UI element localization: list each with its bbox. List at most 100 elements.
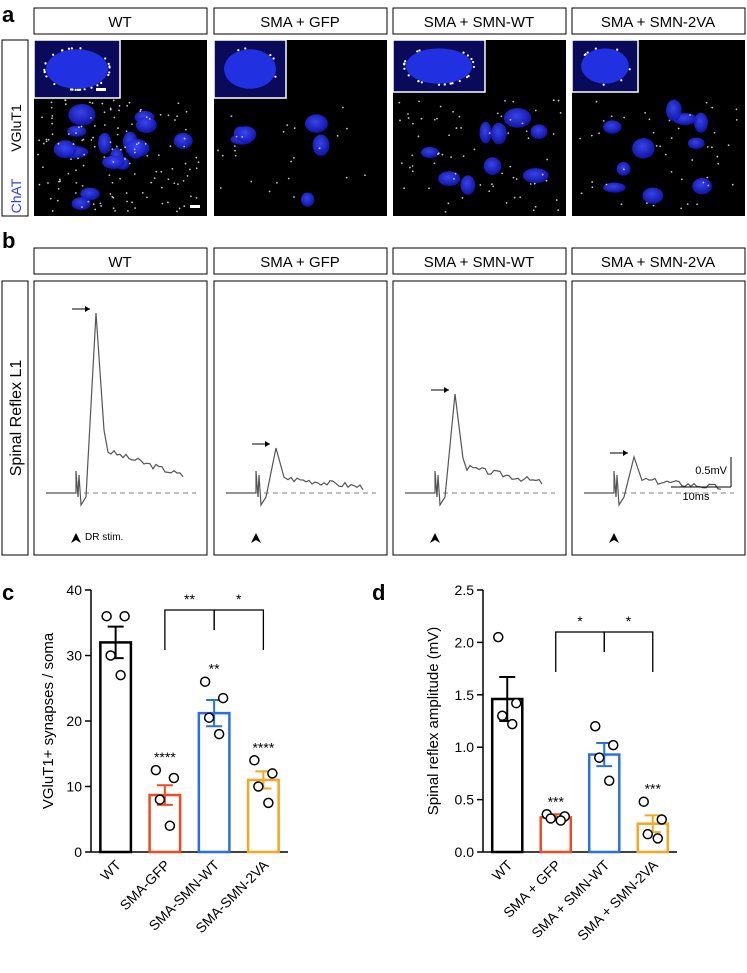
synapse-dot — [345, 176, 348, 179]
panel-letter-a: a — [2, 2, 15, 27]
synapse-dot — [461, 197, 464, 199]
inset-synapse-dot — [96, 84, 99, 87]
synapse-dot — [91, 102, 94, 104]
synapse-dot — [167, 178, 170, 181]
synapse-dot — [454, 172, 457, 175]
synapse-dot — [124, 146, 127, 149]
synapse-dot — [525, 130, 528, 133]
synapse-dot — [175, 210, 178, 213]
panel-a-header-sma-gfp: SMA + GFP — [260, 14, 340, 31]
synapse-dot — [579, 137, 581, 140]
synapse-dot — [111, 181, 114, 184]
synapse-dot — [81, 184, 84, 187]
synapse-dot — [92, 203, 95, 206]
synapse-dot — [100, 205, 102, 207]
synapse-dot — [103, 111, 106, 114]
synapse-dot — [648, 118, 651, 121]
synapse-dot — [58, 178, 61, 181]
synapse-dot — [146, 196, 148, 199]
synapse-dot — [234, 154, 237, 157]
cell-soma — [438, 171, 461, 187]
synapse-dot — [580, 192, 583, 195]
synapse-dot — [112, 207, 115, 210]
synapse-dot — [250, 180, 253, 183]
synapse-dot — [529, 183, 532, 185]
synapse-dot — [150, 181, 153, 184]
x-tick-label: WT — [97, 856, 124, 883]
synapse-dot — [109, 193, 112, 195]
inset-synapse-dot — [74, 88, 77, 91]
synapse-dot — [652, 204, 655, 207]
synapse-dot — [290, 160, 293, 163]
synapse-dot — [276, 181, 278, 184]
y-tick-label: 10 — [66, 779, 82, 795]
inset-synapse-dot — [100, 81, 103, 85]
synapse-dot — [56, 199, 59, 202]
data-point — [604, 775, 615, 786]
cell-soma — [603, 182, 626, 193]
synapse-dot — [174, 119, 176, 121]
synapse-dot — [691, 159, 694, 161]
synapse-dot — [184, 162, 187, 165]
synapse-dot — [119, 177, 122, 180]
synapse-dot — [101, 102, 104, 105]
synapse-dot — [146, 154, 149, 157]
data-point — [119, 610, 130, 622]
synapse-dot — [411, 154, 414, 157]
synapse-dot — [119, 148, 122, 151]
synapse-dot — [680, 207, 683, 210]
y-tick-label: 0.5 — [455, 792, 475, 808]
cell-soma — [522, 168, 549, 184]
data-point — [642, 828, 653, 840]
synapse-dot — [293, 127, 296, 130]
synapse-dot — [447, 202, 450, 205]
inset-soma — [46, 49, 108, 89]
synapse-dot — [177, 183, 179, 186]
synapse-dot — [492, 185, 495, 188]
synapse-dot — [188, 168, 191, 171]
synapse-dot — [190, 195, 192, 198]
synapse-dot — [521, 122, 524, 125]
cell-soma — [135, 117, 157, 133]
synapse-dot — [541, 173, 544, 176]
bar — [246, 778, 280, 854]
synapse-dot — [82, 164, 85, 167]
y-tick-label: 20 — [66, 713, 82, 729]
synapse-dot — [557, 209, 560, 212]
inset-synapse-dot — [443, 83, 446, 86]
synapse-dot — [241, 135, 244, 138]
inset-synapse-dot — [451, 82, 454, 85]
synapse-dot — [126, 200, 128, 203]
inset-soma — [405, 48, 473, 84]
cell-soma — [479, 121, 492, 144]
inset-synapse-dot — [466, 54, 469, 57]
synapse-dot — [552, 99, 555, 102]
synapse-dot — [94, 208, 97, 211]
synapse-dot — [125, 130, 128, 133]
synapse-dot — [507, 132, 510, 135]
synapse-dot — [412, 122, 414, 125]
synapse-dot — [131, 123, 133, 126]
synapse-dot — [439, 105, 442, 108]
synapse-dot — [111, 195, 114, 198]
data-point — [199, 676, 211, 687]
inset-synapse-dot — [403, 67, 406, 70]
synapse-dot — [75, 132, 77, 135]
cell-soma — [173, 132, 193, 149]
synapse-dot — [157, 154, 160, 157]
synapse-dot — [42, 142, 45, 145]
cell-soma — [98, 132, 112, 154]
synapse-dot — [501, 172, 503, 175]
synapse-dot — [444, 210, 447, 213]
synapse-dot — [620, 203, 623, 206]
synapse-dot — [160, 186, 163, 189]
synapse-dot — [407, 113, 409, 115]
synapse-dot — [411, 170, 414, 173]
panel-a-label-chat: ChAT — [8, 178, 24, 213]
stim-arrowhead — [430, 533, 440, 543]
reflex-trace — [405, 393, 543, 507]
synapse-dot — [118, 104, 121, 107]
cell-soma — [692, 177, 712, 195]
synapse-dot — [479, 184, 482, 186]
synapse-dot — [141, 192, 144, 194]
